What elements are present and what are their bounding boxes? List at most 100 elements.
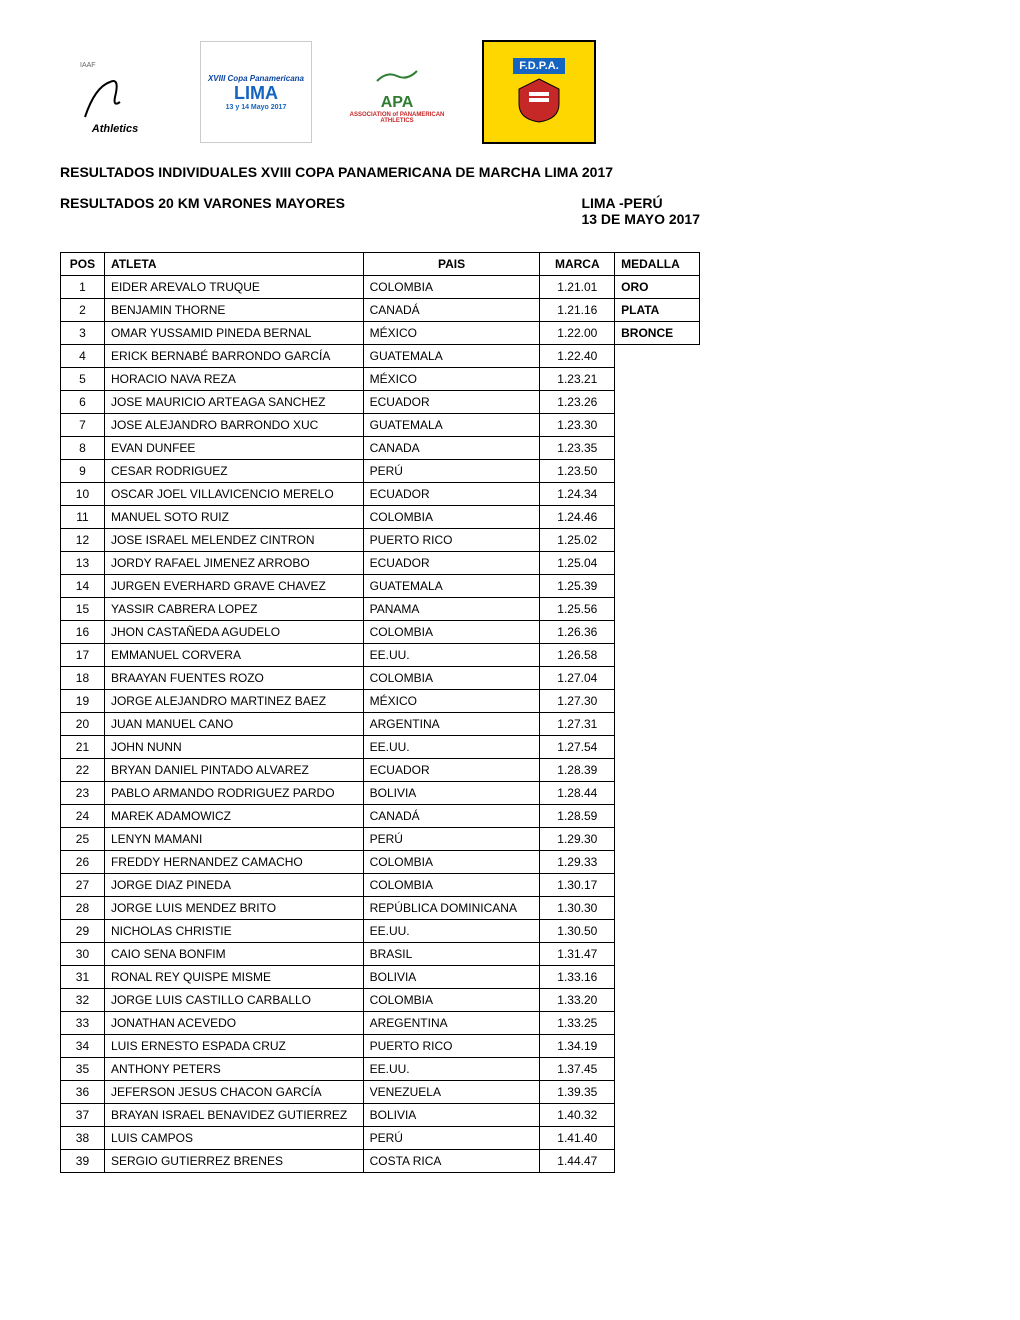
cell-pos: 38 — [61, 1127, 105, 1150]
header-pos: POS — [61, 253, 105, 276]
cell-pais: CANADÁ — [363, 805, 540, 828]
table-row: 33JONATHAN ACEVEDOAREGENTINA1.33.25 — [61, 1012, 700, 1035]
cell-pos: 2 — [61, 299, 105, 322]
cell-marca: 1.22.40 — [540, 345, 615, 368]
cell-atleta: BRAAYAN FUENTES ROZO — [104, 667, 363, 690]
cell-pais: BRASIL — [363, 943, 540, 966]
cell-pais: COLOMBIA — [363, 276, 540, 299]
cell-atleta: JOSE ALEJANDRO BARRONDO XUC — [104, 414, 363, 437]
cell-pos: 17 — [61, 644, 105, 667]
cell-pais: COLOMBIA — [363, 506, 540, 529]
cell-marca: 1.28.59 — [540, 805, 615, 828]
cell-medalla — [615, 1104, 700, 1127]
logo-row: Athletics IAAF XVIII Copa Panamericana L… — [60, 40, 960, 144]
cell-pais: EE.UU. — [363, 920, 540, 943]
cell-medalla — [615, 943, 700, 966]
table-row: 20JUAN MANUEL CANOARGENTINA1.27.31 — [61, 713, 700, 736]
cell-pos: 26 — [61, 851, 105, 874]
cell-medalla: ORO — [615, 276, 700, 299]
cell-marca: 1.26.58 — [540, 644, 615, 667]
cell-medalla — [615, 644, 700, 667]
cell-marca: 1.34.19 — [540, 1035, 615, 1058]
cell-marca: 1.40.32 — [540, 1104, 615, 1127]
cell-marca: 1.37.45 — [540, 1058, 615, 1081]
table-row: 36JEFERSON JESUS CHACON GARCÍAVENEZUELA1… — [61, 1081, 700, 1104]
table-row: 29NICHOLAS CHRISTIEEE.UU.1.30.50 — [61, 920, 700, 943]
table-row: 8EVAN DUNFEECANADA1.23.35 — [61, 437, 700, 460]
cell-pais: GUATEMALA — [363, 575, 540, 598]
cell-marca: 1.29.33 — [540, 851, 615, 874]
cell-atleta: LUIS ERNESTO ESPADA CRUZ — [104, 1035, 363, 1058]
cell-medalla — [615, 736, 700, 759]
cell-pais: BOLIVIA — [363, 966, 540, 989]
cell-pais: BOLIVIA — [363, 1104, 540, 1127]
cell-pais: EE.UU. — [363, 736, 540, 759]
cell-pos: 8 — [61, 437, 105, 460]
cell-marca: 1.24.46 — [540, 506, 615, 529]
cell-medalla — [615, 897, 700, 920]
cell-marca: 1.25.56 — [540, 598, 615, 621]
cell-pais: COLOMBIA — [363, 851, 540, 874]
table-row: 6JOSE MAURICIO ARTEAGA SANCHEZECUADOR1.2… — [61, 391, 700, 414]
cell-pais: PUERTO RICO — [363, 1035, 540, 1058]
cell-atleta: MANUEL SOTO RUIZ — [104, 506, 363, 529]
cell-medalla — [615, 460, 700, 483]
cell-medalla — [615, 1127, 700, 1150]
cell-pos: 22 — [61, 759, 105, 782]
cell-pais: MÉXICO — [363, 690, 540, 713]
cell-marca: 1.28.44 — [540, 782, 615, 805]
cell-medalla — [615, 506, 700, 529]
cell-medalla — [615, 667, 700, 690]
cell-pos: 9 — [61, 460, 105, 483]
cell-marca: 1.39.35 — [540, 1081, 615, 1104]
cell-atleta: FREDDY HERNANDEZ CAMACHO — [104, 851, 363, 874]
cell-pos: 1 — [61, 276, 105, 299]
table-row: 27JORGE DIAZ PINEDACOLOMBIA1.30.17 — [61, 874, 700, 897]
cell-atleta: BRYAN DANIEL PINTADO ALVAREZ — [104, 759, 363, 782]
cell-marca: 1.25.02 — [540, 529, 615, 552]
cell-medalla — [615, 759, 700, 782]
cell-marca: 1.23.21 — [540, 368, 615, 391]
cell-marca: 1.30.17 — [540, 874, 615, 897]
cell-marca: 1.29.30 — [540, 828, 615, 851]
cell-pos: 37 — [61, 1104, 105, 1127]
cell-medalla — [615, 1081, 700, 1104]
cell-pais: ECUADOR — [363, 759, 540, 782]
cell-atleta: JORGE LUIS CASTILLO CARBALLO — [104, 989, 363, 1012]
cell-atleta: JOHN NUNN — [104, 736, 363, 759]
table-row: 11MANUEL SOTO RUIZCOLOMBIA1.24.46 — [61, 506, 700, 529]
cell-pais: BOLIVIA — [363, 782, 540, 805]
cell-medalla — [615, 713, 700, 736]
cell-marca: 1.28.39 — [540, 759, 615, 782]
header-medalla: MEDALLA — [615, 253, 700, 276]
cell-pais: CANADA — [363, 437, 540, 460]
cell-marca: 1.41.40 — [540, 1127, 615, 1150]
cell-pos: 7 — [61, 414, 105, 437]
cell-marca: 1.23.35 — [540, 437, 615, 460]
cell-atleta: OSCAR JOEL VILLAVICENCIO MERELO — [104, 483, 363, 506]
cell-marca: 1.26.36 — [540, 621, 615, 644]
cell-pos: 10 — [61, 483, 105, 506]
cell-medalla — [615, 529, 700, 552]
cell-pais: PUERTO RICO — [363, 529, 540, 552]
table-row: 14JURGEN EVERHARD GRAVE CHAVEZGUATEMALA1… — [61, 575, 700, 598]
cell-medalla — [615, 828, 700, 851]
cell-medalla — [615, 598, 700, 621]
cell-marca: 1.27.31 — [540, 713, 615, 736]
header-marca: MARCA — [540, 253, 615, 276]
cell-atleta: YASSIR CABRERA LOPEZ — [104, 598, 363, 621]
table-row: 32JORGE LUIS CASTILLO CARBALLOCOLOMBIA1.… — [61, 989, 700, 1012]
cell-atleta: SERGIO GUTIERREZ BRENES — [104, 1150, 363, 1173]
cell-marca: 1.27.04 — [540, 667, 615, 690]
cell-medalla — [615, 483, 700, 506]
table-row: 7JOSE ALEJANDRO BARRONDO XUCGUATEMALA1.2… — [61, 414, 700, 437]
cell-pos: 12 — [61, 529, 105, 552]
table-row: 13JORDY RAFAEL JIMENEZ ARROBOECUADOR1.25… — [61, 552, 700, 575]
logo-iaaf: Athletics IAAF — [60, 42, 170, 142]
cell-medalla — [615, 391, 700, 414]
cell-pos: 14 — [61, 575, 105, 598]
cell-marca: 1.27.30 — [540, 690, 615, 713]
table-header-row: POS ATLETA PAIS MARCA MEDALLA — [61, 253, 700, 276]
cell-medalla — [615, 437, 700, 460]
table-row: 30CAIO SENA BONFIMBRASIL1.31.47 — [61, 943, 700, 966]
